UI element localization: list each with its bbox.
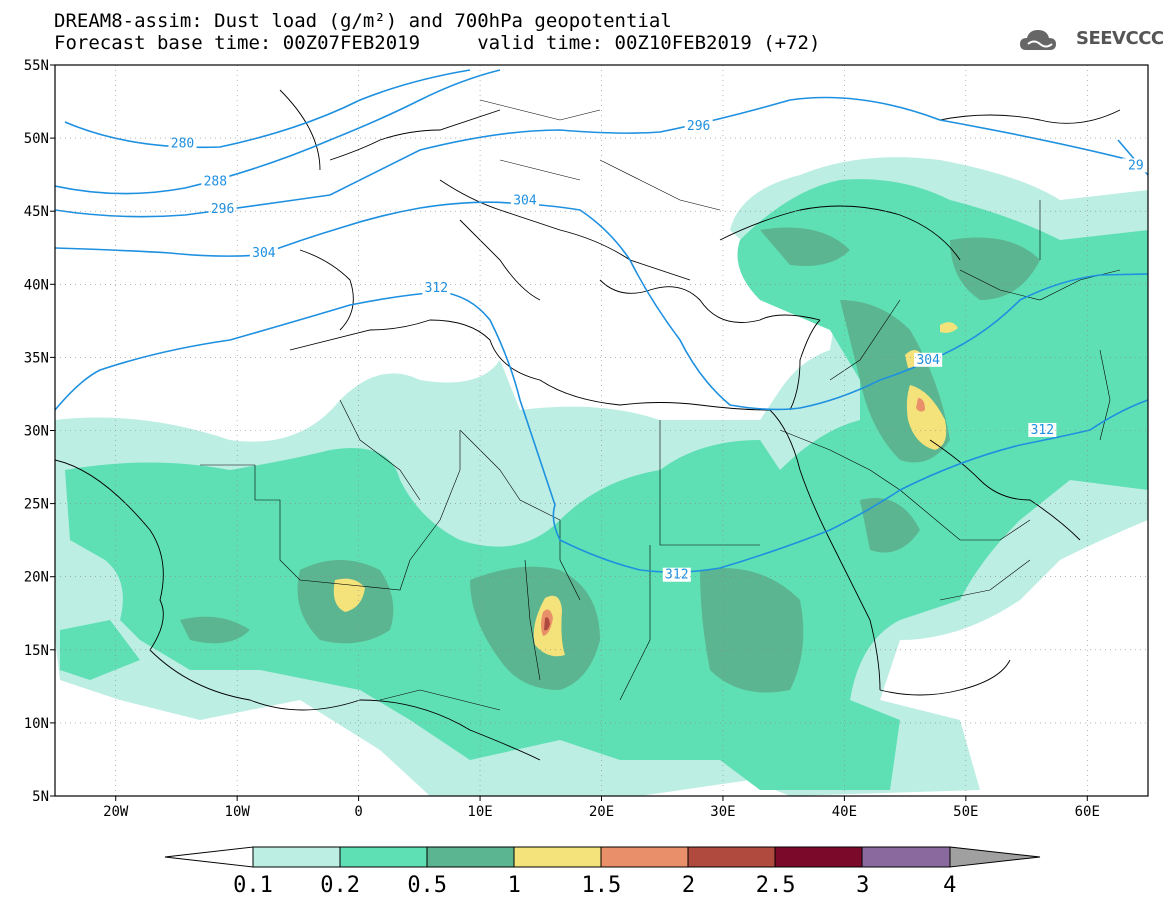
dust-level-2 [544,617,550,631]
colorbar-upper-arrow [949,846,1041,868]
contour-label: 312 [1031,423,1054,438]
lon-tick-label: 40E [832,804,857,820]
lat-tick-label: 40N [24,277,49,293]
latitude-axis: 55N 50N 45N 40N 35N 30N 25N 20N 15N 10N 5N [24,58,55,805]
colorbar-bin-3 [861,846,951,868]
colorbar-label: 3 [856,873,869,898]
contour-label: 304 [513,193,537,208]
colorbar-lower-arrow [164,846,254,868]
colorbar-bin-1 [513,846,602,868]
logo-text: SEEVCCC [1076,28,1164,49]
contour-label-bg [1028,422,1057,437]
lon-tick-label: 20W [103,804,129,820]
contour-label: 288 [204,174,227,189]
colorbar-label: 0.5 [407,873,447,898]
lat-tick-label: 35N [24,350,49,366]
lon-tick-label: 0 [354,804,362,820]
colorbar-bin-0-2 [339,846,428,868]
colorbar-label: 2 [682,873,695,898]
colorbar-label: 1.5 [582,873,622,898]
contour-label: 29 [1128,158,1144,173]
contour-label-bg [208,202,237,217]
colorbar-label: 2.5 [756,873,796,898]
contour-label-bg [1121,158,1150,173]
lat-tick-label: 30N [24,424,49,440]
contour-label: 296 [687,119,710,134]
lat-tick-label: 20N [24,570,49,586]
colorbar-label: 1 [508,873,521,898]
lat-tick-label: 5N [32,789,49,805]
colorbar-bin-0-1 [252,846,341,868]
colorbar-bin-2 [687,846,776,868]
contour-label-bg [662,567,691,582]
lat-tick-label: 15N [24,643,49,659]
contour-label: 280 [171,136,194,151]
lon-tick-label: 10W [225,804,251,820]
contour-label-bg [510,193,539,208]
colorbar-label: 0.2 [320,873,360,898]
contour-label-bg [249,246,278,261]
lat-tick-label: 10N [24,716,49,732]
dust-level-1 [333,322,958,657]
colorbar [164,846,1041,868]
colorbar-label: 4 [943,873,956,898]
contour-label-bg [168,136,197,151]
contour-label: 304 [252,246,276,261]
contour-label-bg [422,281,451,296]
lat-tick-label: 55N [24,58,49,74]
lat-tick-label: 45N [24,204,49,220]
map-title: DREAM8-assim: Dust load (g/m²) and 700hP… [54,10,672,32]
colorbar-bin-1-5 [600,846,689,868]
contour-label: 296 [211,202,234,217]
colorbar-bin-0-5 [426,846,515,868]
contour-labels: 280 288 296 304 312 304 296 304 312 312 29 [168,118,1150,583]
contour-label: 312 [425,281,448,296]
forecast-time: Forecast base time: 00Z07FEB2019 valid t… [54,32,821,54]
cloud-icon [1020,30,1056,50]
lat-tick-label: 50N [24,131,49,147]
lon-tick-label: 30E [710,804,735,820]
lon-tick-label: 20E [589,804,614,820]
colorbar-label: 0.1 [233,873,273,898]
contour-label-bg [201,174,230,189]
graticule [55,65,1148,796]
longitude-axis: 20W 10W 0 10E 20E 30E 40E 50E 60E [103,796,1100,820]
dust-fields [55,157,1148,796]
lon-tick-label: 10E [467,804,492,820]
contour-label: 312 [665,568,688,583]
colorbar-labels: 0.1 0.2 0.5 1 1.5 2 2.5 3 4 [233,873,956,898]
contour-label-bg [684,118,713,133]
colorbar-bin-2-5 [774,846,863,868]
seevccc-logo [1020,30,1056,50]
lat-tick-label: 25N [24,497,49,513]
lon-tick-label: 50E [953,804,978,820]
contour-label: 304 [916,353,940,368]
lon-tick-label: 60E [1075,804,1100,820]
contour-label-bg [914,352,943,367]
